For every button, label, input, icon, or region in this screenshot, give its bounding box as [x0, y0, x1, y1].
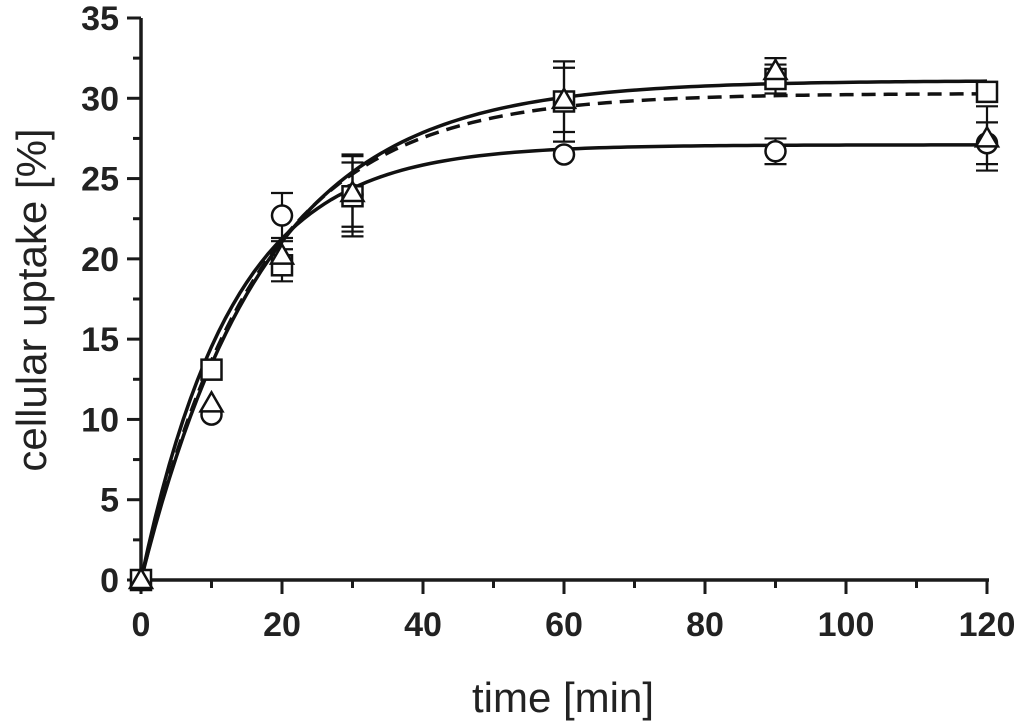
- y-tick-label: 5: [100, 482, 119, 520]
- square-point: [200, 358, 223, 381]
- fit-curve-circle: [139, 143, 988, 581]
- data-markers: [127, 57, 1001, 592]
- y-tick-label: 0: [100, 562, 119, 600]
- triangle-point: [762, 57, 789, 81]
- circle-point: [270, 204, 294, 227]
- x-tick-label: 20: [263, 606, 301, 644]
- y-tick-label: 15: [81, 321, 119, 359]
- y-tick-label: 20: [81, 241, 119, 279]
- triangle-point: [550, 86, 578, 110]
- triangle-point: [268, 242, 296, 265]
- circle-point: [764, 140, 787, 163]
- square-point: [975, 80, 999, 104]
- y-tick-label: 25: [81, 161, 119, 199]
- tick-labels: 0 5 10 15 20 25 30 35 0 20 40 60 80 100 120: [81, 0, 1015, 644]
- x-axis-title: time [min]: [472, 674, 654, 721]
- x-tick-label: 120: [959, 606, 1016, 644]
- x-tick-label: 40: [404, 606, 442, 644]
- x-tick-label: 100: [818, 606, 875, 644]
- y-axis-title: cellular uptake [%]: [8, 128, 55, 471]
- x-tick-label: 60: [545, 606, 583, 644]
- y-tick-label: 30: [81, 80, 119, 118]
- y-tick-label: 10: [81, 401, 119, 439]
- triangle-point: [973, 124, 1001, 148]
- x-tick-label: 0: [132, 606, 151, 644]
- triangle-point: [339, 179, 366, 203]
- x-tick-label: 80: [686, 606, 724, 644]
- fit-curve-triangle: [139, 92, 988, 581]
- triangle-point: [198, 389, 225, 413]
- axes: [127, 16, 989, 594]
- triangle-point: [127, 566, 155, 590]
- y-tick-label: 35: [81, 0, 119, 38]
- circle-point: [552, 143, 576, 166]
